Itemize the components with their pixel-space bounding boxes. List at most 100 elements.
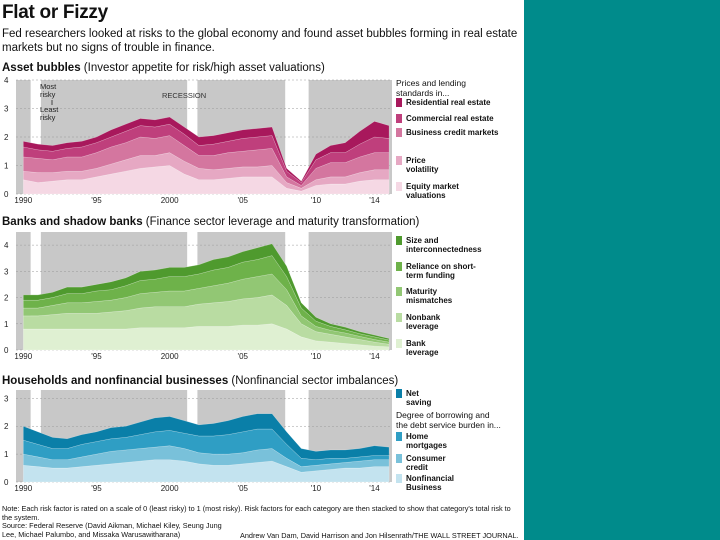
recession-band bbox=[30, 232, 41, 350]
y-tick-label: 1 bbox=[4, 320, 9, 329]
legend-item-nonbank-leverage: Nonbank leverage bbox=[396, 313, 520, 331]
legend-item-net-saving: Net saving bbox=[396, 389, 520, 407]
y-tick-label: 1 bbox=[4, 162, 9, 171]
x-tick-label: 1990 bbox=[14, 196, 32, 205]
legend-label: Maturity mismatches bbox=[406, 287, 453, 305]
annotation-least-risky: Least risky bbox=[40, 105, 59, 122]
legend-label: Bank leverage bbox=[406, 339, 439, 357]
banks-chart: 0 1 2 3 4 1990 '95 2000 '05 '10 '14 bbox=[4, 232, 392, 361]
legend-label: Equity market valuations bbox=[406, 182, 459, 200]
asset-bubbles-chart: 0 1 2 3 4 1990 '95 2000 '05 '10 '14 Most risky Least r… bbox=[4, 76, 392, 205]
risk-annotations: Most risky Least risky bbox=[40, 82, 59, 122]
footnote-note: Note: Each risk factor is rated on a sca… bbox=[2, 504, 511, 522]
x-tick-label: 2000 bbox=[161, 484, 179, 493]
legend-swatch bbox=[396, 262, 402, 271]
panel-heading-banks: Banks and shadow banks (Finance sector l… bbox=[2, 216, 419, 228]
y-tick-label: 2 bbox=[4, 294, 9, 303]
annotation-most-risky: Most risky bbox=[40, 82, 57, 99]
panel-heading-rest: (Nonfinancial sector imbalances) bbox=[228, 375, 399, 387]
y-tick-label: 2 bbox=[4, 133, 9, 142]
legend-item-maturity-mismatches: Maturity mismatches bbox=[396, 287, 520, 305]
legend-item-size-and-interconnectedness: Size and interconnectedness bbox=[396, 236, 520, 254]
households-chart: 0 1 2 3 1990 '95 2000 '05 '10 '14 bbox=[4, 390, 392, 493]
legend-swatch bbox=[396, 389, 402, 398]
legend-item-equity-market-valuations: Equity market valuations bbox=[396, 182, 520, 200]
y-tick-label: 0 bbox=[4, 478, 9, 487]
panel-heading-bold: Households and nonfinancial businesses bbox=[2, 375, 229, 387]
legend-item-residential-real-estate: Residential real estate bbox=[396, 98, 520, 107]
x-tick-label: '10 bbox=[311, 196, 322, 205]
legend-swatch bbox=[396, 474, 402, 483]
legend-item-bank-leverage: Bank leverage bbox=[396, 339, 520, 357]
y-tick-label: 4 bbox=[4, 76, 9, 85]
legend-swatch bbox=[396, 313, 402, 322]
x-tick-label: '14 bbox=[369, 484, 380, 493]
x-tick-label: '95 bbox=[91, 196, 102, 205]
panel-heading-asset-bubbles: Asset bubbles (Investor appetite for ris… bbox=[2, 62, 325, 74]
y-tick-label: 0 bbox=[4, 190, 9, 199]
x-tick-label: 1990 bbox=[14, 352, 32, 361]
x-tick-label: 1990 bbox=[14, 484, 32, 493]
legend-label: Nonbank leverage bbox=[406, 313, 441, 331]
credit-line: Andrew Van Dam, David Harrison and Jon H… bbox=[240, 531, 519, 540]
legend-label: Consumer credit bbox=[406, 454, 446, 472]
legend-label: Reliance on short- term funding bbox=[406, 262, 476, 280]
legend-label: Nonfinancial Business bbox=[406, 474, 455, 492]
panel-heading-rest: (Investor appetite for risk/high asset v… bbox=[80, 62, 325, 74]
footnote: Note: Each risk factor is rated on a sca… bbox=[2, 504, 522, 539]
recession-label: RECESSION bbox=[162, 91, 206, 100]
legend-item-consumer-credit: Consumer credit bbox=[396, 454, 520, 472]
legend-item-business-credit-markets: Business credit markets bbox=[396, 128, 520, 137]
legend-swatch bbox=[396, 114, 402, 123]
legend-label: Residential real estate bbox=[406, 98, 491, 107]
y-tick-label: 3 bbox=[4, 105, 9, 114]
x-tick-label: '10 bbox=[311, 484, 322, 493]
legend-label: Net saving bbox=[406, 389, 432, 407]
legend-swatch bbox=[396, 432, 402, 441]
y-tick-label: 3 bbox=[4, 394, 9, 403]
panel-heading-households: Households and nonfinancial businesses (… bbox=[2, 375, 398, 387]
x-tick-label: '95 bbox=[91, 352, 102, 361]
legend-swatch bbox=[396, 128, 402, 137]
legend-label: Business credit markets bbox=[406, 128, 499, 137]
legend-swatch bbox=[396, 98, 402, 107]
recession-band bbox=[30, 80, 41, 194]
x-tick-label: 2000 bbox=[161, 196, 179, 205]
panel-heading-bold: Banks and shadow banks bbox=[2, 216, 143, 228]
area-series-residential-real-estate bbox=[23, 116, 390, 183]
y-tick-label: 4 bbox=[4, 241, 9, 250]
x-tick-label: '05 bbox=[238, 196, 249, 205]
x-tick-label: '05 bbox=[238, 352, 249, 361]
x-tick-label: '10 bbox=[311, 352, 322, 361]
asset-legend-title: Prices and lending standards in... bbox=[396, 78, 466, 98]
panel-heading-rest: (Finance sector leverage and maturity tr… bbox=[142, 216, 420, 228]
legend-item-home-mortgages: Home mortgages bbox=[396, 432, 520, 450]
infographic: Flat or Fizzy Fed researchers looked at … bbox=[2, 2, 522, 540]
x-tick-label: '05 bbox=[238, 484, 249, 493]
x-tick-label: '14 bbox=[369, 196, 380, 205]
y-tick-label: 1 bbox=[4, 450, 9, 459]
households-legend-title: Degree of borrowing and the debt service… bbox=[396, 410, 501, 430]
legend-label: Price volatility bbox=[406, 156, 439, 174]
x-tick-label: 2000 bbox=[161, 352, 179, 361]
legend-swatch bbox=[396, 339, 402, 348]
y-tick-label: 0 bbox=[4, 346, 9, 355]
legend-label: Size and interconnectedness bbox=[406, 236, 482, 254]
legend-swatch bbox=[396, 236, 402, 245]
legend-item-nonfinancial-business: Nonfinancial Business bbox=[396, 474, 520, 492]
legend-item-price-volatility: Price volatility bbox=[396, 156, 520, 174]
legend-item-commercial-real-estate: Commercial real estate bbox=[396, 114, 520, 123]
footnote-source: Source: Federal Reserve (David Aikman, M… bbox=[2, 521, 222, 539]
legend-swatch bbox=[396, 182, 402, 191]
x-tick-label: '95 bbox=[91, 484, 102, 493]
teal-background-panel bbox=[524, 0, 720, 540]
area-series-size-and-interconnectedness bbox=[23, 243, 390, 341]
legend-label: Home mortgages bbox=[406, 432, 447, 450]
area-series-net-saving bbox=[23, 413, 390, 460]
panel-heading-bold: Asset bubbles bbox=[2, 62, 81, 74]
x-tick-label: '14 bbox=[369, 352, 380, 361]
y-tick-label: 2 bbox=[4, 422, 9, 431]
legend-swatch bbox=[396, 454, 402, 463]
y-tick-label: 3 bbox=[4, 267, 9, 276]
legend-label: Commercial real estate bbox=[406, 114, 494, 123]
